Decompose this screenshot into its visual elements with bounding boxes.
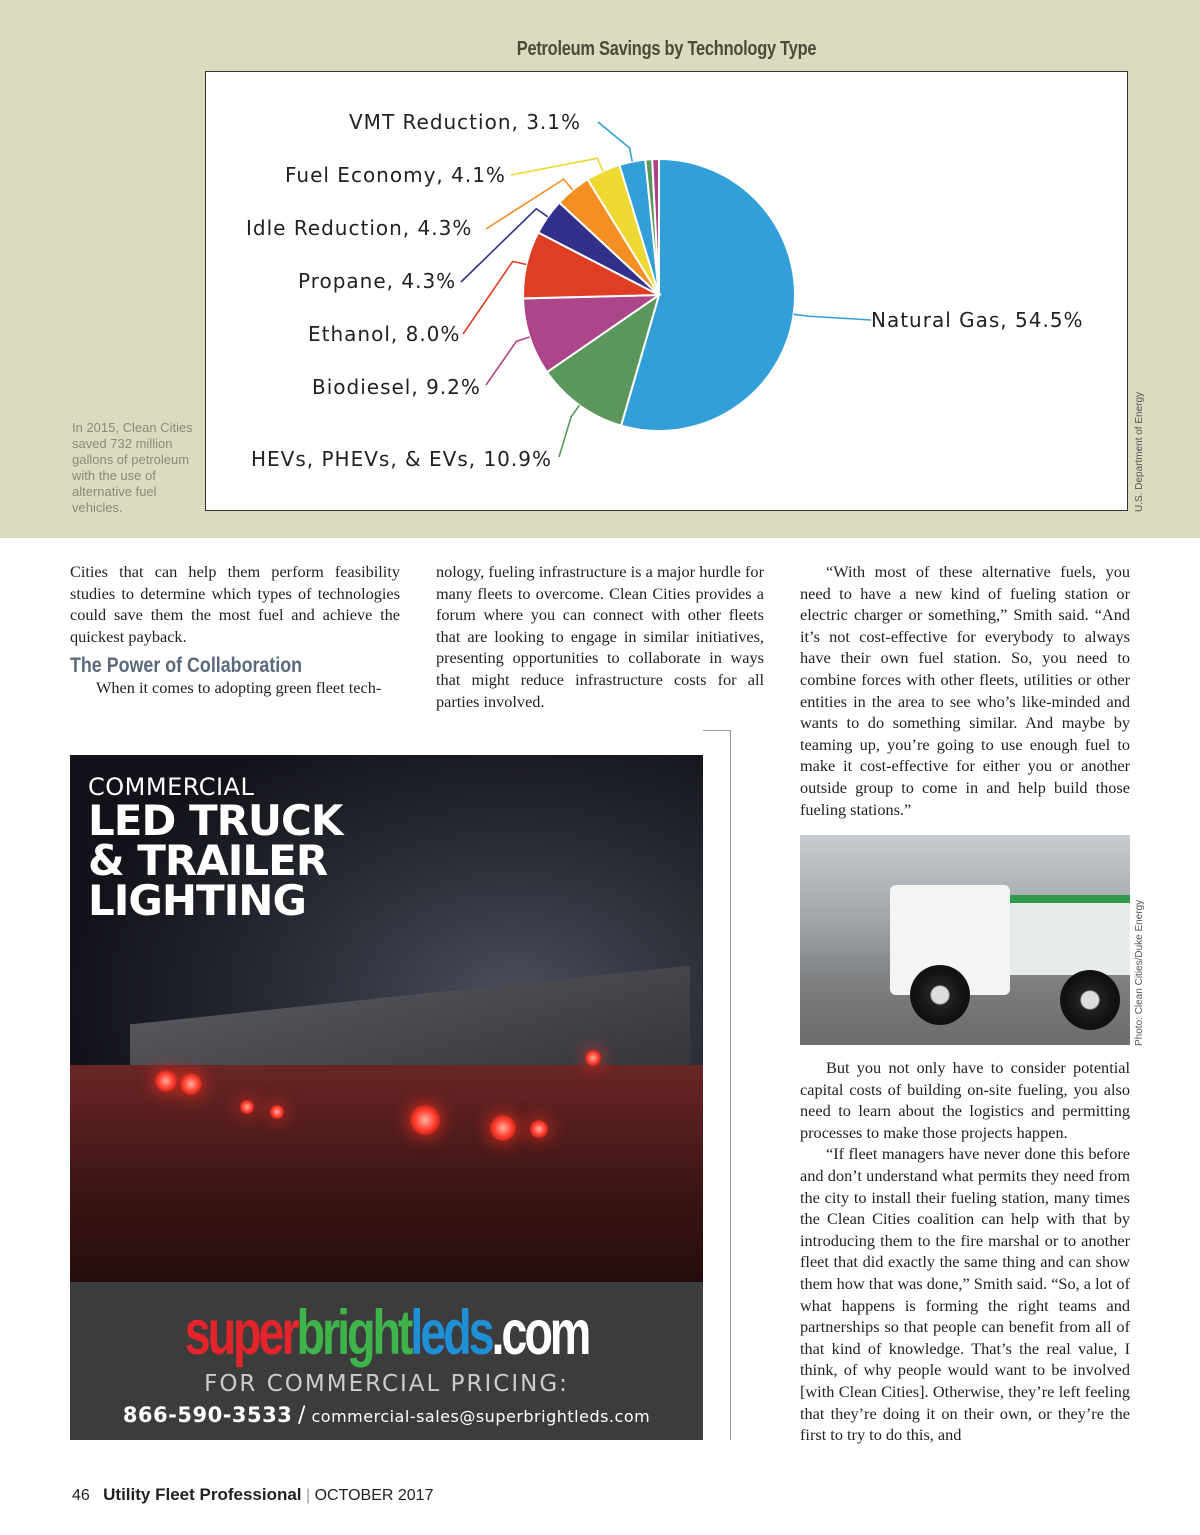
ad-kicker: COMMERCIAL — [88, 773, 255, 801]
ad-contact-panel: superbrightleds.com FOR COMMERCIAL PRICI… — [70, 1282, 703, 1440]
ad-headline-line: LIGHTING — [88, 876, 307, 925]
slice-label: HEVs, PHEVs, & EVs, 10.9% — [251, 447, 552, 471]
ad-headline: COMMERCIAL LED TRUCK & TRAILER LIGHTING — [88, 773, 343, 925]
leader-line — [510, 157, 604, 176]
pie-slice — [619, 157, 796, 432]
ad-headline-line: LED TRUCK — [88, 796, 343, 845]
paragraph: “If fleet managers have never done this … — [800, 1144, 1130, 1445]
leader-line — [793, 313, 872, 321]
ad-headline-line: & TRAILER — [88, 836, 328, 885]
article-column-1: Cities that can help them perform feasib… — [70, 561, 400, 699]
photo-credit: Photo: Clean Cities/Duke Energy — [1134, 899, 1145, 1046]
leader-line — [462, 260, 527, 335]
ad-photo — [70, 755, 703, 1282]
pie-slice — [651, 157, 660, 296]
leader-line — [485, 336, 530, 386]
separator: | — [305, 1487, 311, 1504]
paragraph: nology, fueling infrastructure is a majo… — [436, 562, 764, 711]
ad-email[interactable]: commercial-sales@superbrightleds.com — [311, 1407, 651, 1426]
paragraph: But you not only have to consider potent… — [800, 1058, 1130, 1142]
chart-title: Petroleum Savings by Technology Type — [516, 38, 817, 60]
article-column-3-top: “With most of these alternative fuels, y… — [800, 561, 1130, 820]
slice-label: Ethanol, 8.0% — [308, 322, 461, 346]
issue-date: OCTOBER 2017 — [314, 1487, 434, 1504]
separator: / — [297, 1403, 306, 1428]
chart-credit: U.S. Department of Energy — [1134, 391, 1145, 512]
article-column-3-bottom: But you not only have to consider potent… — [800, 1057, 1130, 1446]
slice-label: VMT Reduction, 3.1% — [349, 110, 582, 134]
ad-phone[interactable]: 866-590-3533 — [122, 1403, 293, 1427]
leader-line — [597, 121, 634, 162]
slice-label: Fuel Economy, 4.1% — [285, 163, 506, 187]
paragraph: “With most of these alternative fuels, y… — [800, 562, 1130, 819]
leader-line — [558, 404, 581, 458]
magazine-name: Utility Fleet Professional — [103, 1485, 302, 1504]
paragraph: Cities that can help them perform feasib… — [70, 562, 400, 646]
slice-label: Natural Gas, 54.5% — [871, 308, 1084, 332]
advertisement[interactable]: COMMERCIAL LED TRUCK & TRAILER LIGHTING … — [70, 755, 703, 1440]
pie-chart: Natural Gas, 54.5% HEVs, PHEVs, & EVs, 10… — [205, 71, 1128, 511]
page-number: 46 — [72, 1487, 90, 1504]
article-column-2: nology, fueling infrastructure is a majo… — [436, 561, 764, 712]
paragraph: When it comes to adopting green fleet te… — [96, 677, 382, 697]
pie-slice — [522, 293, 663, 374]
section-heading: The Power of Collaboration — [70, 654, 303, 678]
ad-frame-line — [703, 730, 731, 1440]
page-footer: 46 Utility Fleet Professional | OCTOBER … — [72, 1485, 433, 1505]
slice-label: Biodiesel, 9.2% — [312, 375, 481, 399]
ad-pricing-label: FOR COMMERCIAL PRICING: — [204, 1371, 569, 1397]
truck-photo — [800, 835, 1130, 1045]
ad-contact: 866-590-3533 / commercial-sales@superbri… — [70, 1403, 703, 1428]
chart-caption: In 2015, Clean Cities saved 732 million … — [72, 420, 193, 515]
leader-line — [485, 178, 574, 230]
superbrightleds-logo[interactable]: superbrightleds.com — [184, 1297, 592, 1368]
leader-line — [460, 207, 549, 283]
pie-chart-svg — [460, 121, 872, 458]
pie-slice — [545, 292, 661, 427]
slice-label: Propane, 4.3% — [298, 269, 457, 293]
slice-label: Idle Reduction, 4.3% — [246, 216, 473, 240]
